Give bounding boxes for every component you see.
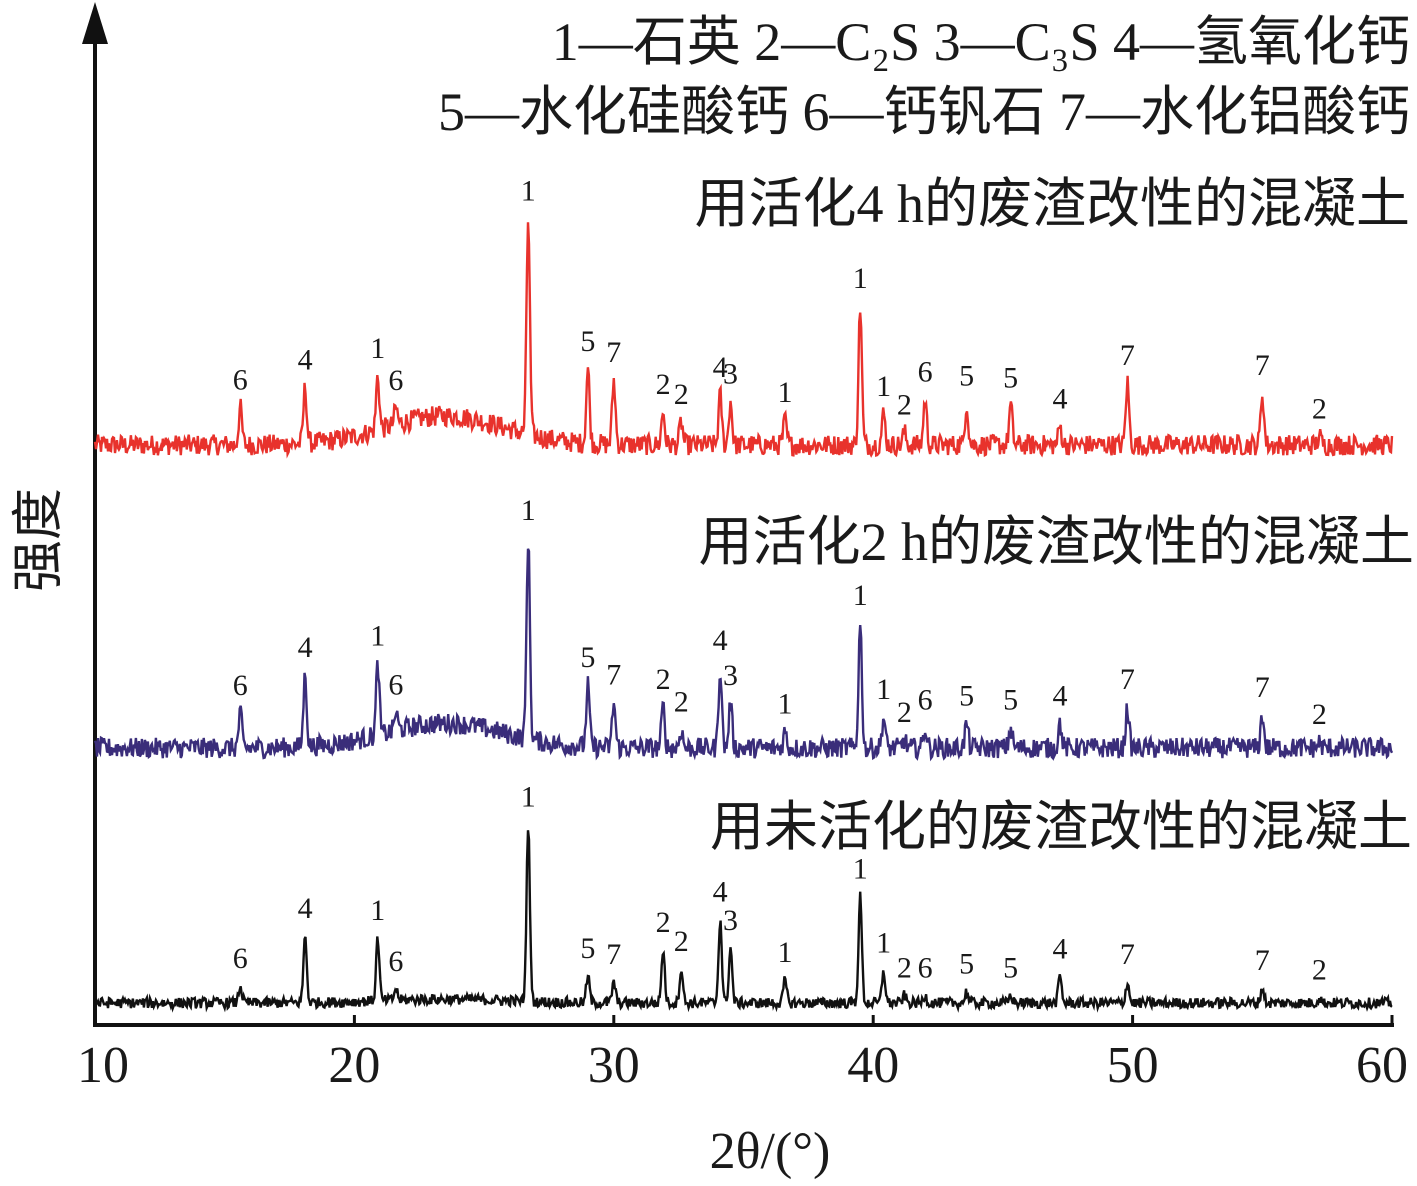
peak-label: 2: [1312, 953, 1327, 986]
peak-label: 2: [656, 368, 671, 401]
peak-label: 5: [959, 360, 974, 393]
x-axis-label: 2θ/(°): [710, 1123, 831, 1180]
series-title-2h: 用活化2 h的废渣改性的混凝土: [699, 512, 1415, 572]
peak-label: 2: [656, 663, 671, 696]
y-axis-label: 强度: [11, 488, 68, 592]
peak-label: 1: [521, 781, 536, 814]
series-line-unactivated: [94, 830, 1393, 1013]
peak-label: 4: [298, 343, 313, 376]
peak-label: 1: [853, 853, 868, 886]
peak-label: 1: [853, 262, 868, 295]
peak-label: 2: [1312, 393, 1327, 426]
peak-label: 7: [606, 659, 621, 692]
peak-label: 6: [233, 669, 248, 702]
peak-label: 2: [674, 686, 689, 719]
peak-label: 5: [959, 679, 974, 712]
peak-label: 5: [959, 948, 974, 981]
axes: 10 20 30 40 50 60: [77, 2, 1408, 1094]
series-line-activated-2h: [93, 548, 1394, 762]
peak-label: 2: [656, 906, 671, 939]
legend-line-1: 1—石英 2—C₂S 3—C₃S 4—氢氧化钙: [552, 12, 1410, 72]
y-axis-arrow: [82, 2, 108, 44]
peak-label: 2: [897, 696, 912, 729]
peak-label: 7: [1255, 944, 1270, 977]
x-ticks: 10 20 30 40 50 60: [77, 1015, 1408, 1094]
peak-label: 6: [918, 951, 933, 984]
peak-label: 1: [370, 620, 385, 653]
peak-label: 4: [1052, 382, 1067, 415]
peak-label: 1: [370, 894, 385, 927]
peak-label: 2: [674, 378, 689, 411]
peak-label: 6: [918, 355, 933, 388]
peak-label: 1: [370, 332, 385, 365]
peak-label: 6: [233, 942, 248, 975]
x-tick-label: 30: [588, 1037, 640, 1094]
peak-label: 1: [521, 494, 536, 527]
peak-label: 3: [723, 904, 738, 937]
peak-label: 1: [778, 936, 793, 969]
x-tick-label: 50: [1107, 1037, 1159, 1094]
peak-label: 2: [1312, 698, 1327, 731]
series-title-4h: 用活化4 h的废渣改性的混凝土: [695, 174, 1411, 234]
peak-label: 1: [876, 927, 891, 960]
peak-label: 7: [606, 938, 621, 971]
peak-label: 3: [723, 659, 738, 692]
peak-label: 5: [1003, 951, 1018, 984]
peak-label: 4: [713, 875, 728, 908]
peak-label: 4: [713, 351, 728, 384]
peak-label: 1: [778, 376, 793, 409]
x-tick-label: 10: [77, 1037, 129, 1094]
x-tick-label: 20: [328, 1037, 380, 1094]
peak-label: 4: [298, 631, 313, 664]
peak-label: 5: [580, 932, 595, 965]
peak-label: 1: [853, 579, 868, 612]
peak-label: 1: [876, 370, 891, 403]
x-tick-label: 60: [1356, 1037, 1408, 1094]
x-tick-label: 40: [847, 1037, 899, 1094]
peak-label: 6: [233, 364, 248, 397]
peak-label: 4: [1052, 932, 1067, 965]
peak-label: 7: [1120, 663, 1135, 696]
peak-label: 1: [778, 688, 793, 721]
peak-label: 6: [918, 684, 933, 717]
peak-label: 3: [723, 357, 738, 390]
peak-label: 7: [1120, 339, 1135, 372]
peak-label: 2: [674, 925, 689, 958]
peak-label: 4: [298, 892, 313, 925]
peak-label: 6: [388, 668, 403, 701]
peak-label: 6: [388, 364, 403, 397]
peak-label: 5: [1003, 684, 1018, 717]
peak-label: 5: [580, 325, 595, 358]
peak-label: 5: [1003, 362, 1018, 395]
traces: [93, 222, 1394, 1013]
peak-label: 4: [713, 624, 728, 657]
peak-label: 7: [1255, 671, 1270, 704]
series-line-activated-4h: [93, 222, 1394, 459]
peak-label: 2: [897, 389, 912, 422]
peak-label: 7: [1255, 349, 1270, 382]
series-title-unactivated: 用未活化的废渣改性的混凝土: [710, 797, 1412, 857]
peak-label: 2: [897, 951, 912, 984]
peak-label: 6: [388, 945, 403, 978]
peak-label: 7: [606, 336, 621, 369]
peak-label: 1: [521, 175, 536, 208]
peak-label: 1: [876, 673, 891, 706]
legend-line-2: 5—水化硅酸钙 6—钙钒石 7—水化铝酸钙: [438, 82, 1410, 142]
peak-label: 4: [1052, 679, 1067, 712]
peak-label: 7: [1120, 938, 1135, 971]
peak-label: 5: [580, 641, 595, 674]
